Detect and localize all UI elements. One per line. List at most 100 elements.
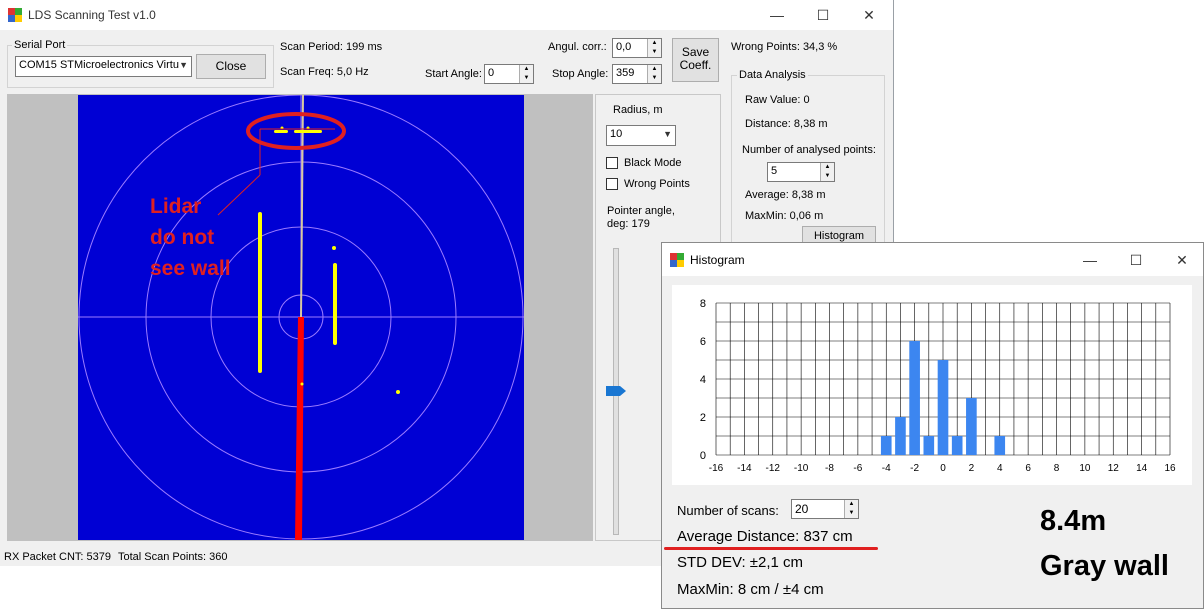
histogram-bar [937, 360, 949, 455]
x-tick-label: -8 [825, 463, 834, 474]
histogram-x-ticks: -16 -14 -12 -10 -8 -6 -4 -2 0 2 4 6 8 10 12 14 16 [709, 463, 1176, 474]
scan-points-left [258, 212, 262, 373]
close-icon[interactable]: ✕ [863, 7, 875, 23]
histogram-bar [895, 417, 906, 455]
maxmin-value: MaxMin: 0,06 m [745, 210, 824, 222]
histogram-title-bar: Histogram — ☐ ✕ [662, 243, 1203, 276]
histogram-bar [951, 436, 963, 455]
histogram-bar [966, 398, 977, 455]
y-tick-label: 6 [700, 336, 706, 348]
start-angle-spin-icon[interactable]: ▲ ▼ [519, 65, 533, 83]
pointer-slider-thumb[interactable] [606, 385, 628, 397]
start-angle-input[interactable]: 0 ▲ ▼ [484, 64, 534, 84]
scan-period: Scan Period: 199 ms [280, 41, 383, 53]
title-bar: LDS Scanning Test v1.0 — ☐ ✕ [0, 0, 893, 30]
num-points-spin-icon[interactable]: ▲ ▼ [820, 163, 834, 181]
serial-port-group [7, 45, 274, 88]
num-scans-input[interactable]: 20 ▲ ▼ [791, 499, 859, 519]
x-tick-label: 0 [940, 463, 946, 474]
x-tick-label: -10 [794, 463, 809, 474]
annotation-pointer-line [217, 174, 261, 216]
main-window: LDS Scanning Test v1.0 — ☐ ✕ Serial Port… [0, 0, 894, 566]
serial-port-group-label: Serial Port [12, 39, 68, 51]
app-icon [670, 253, 684, 267]
distance-value: Distance: 8,38 m [745, 118, 828, 130]
x-tick-label: -12 [766, 463, 781, 474]
x-tick-label: 6 [1025, 463, 1031, 474]
num-scans-label: Number of scans: [677, 503, 779, 518]
maximize-icon[interactable]: ☐ [816, 7, 830, 23]
annotation-lidar-line1: Lidar [150, 195, 201, 218]
num-points-input[interactable]: 5 ▲ ▼ [767, 162, 835, 182]
maxmin-histogram: MaxMin: 8 cm / ±4 cm [677, 581, 824, 598]
wrong-points-label: Wrong Points [624, 178, 690, 190]
angul-corr-input[interactable]: 0,0 ▲ ▼ [612, 38, 662, 58]
serial-port-select-value: COM15 STMicroelectronics Virtu [19, 59, 179, 71]
stop-angle-input[interactable]: 359 ▲ ▼ [612, 64, 662, 84]
radius-select-value: 10 [610, 128, 623, 140]
y-tick-label: 4 [700, 374, 706, 386]
scan-plot[interactable]: Lidar do not see wall [78, 95, 524, 540]
histogram-grid [715, 302, 1171, 456]
maximize-icon[interactable]: ☐ [1129, 252, 1143, 268]
histogram-window-title: Histogram [690, 253, 745, 267]
pointer-line-lower [295, 317, 304, 540]
data-analysis-group-label: Data Analysis [737, 69, 808, 81]
pointer-angle-value: deg: 179 [607, 218, 650, 230]
histogram-chart: -16 -14 -12 -10 -8 -6 -4 -2 0 2 4 6 8 10 12 14 16 0 2 4 6 8 [672, 285, 1192, 485]
black-mode-checkbox[interactable] [606, 157, 618, 169]
window-title: LDS Scanning Test v1.0 [28, 8, 156, 22]
x-tick-label: -16 [709, 463, 724, 474]
histogram-bars [880, 341, 1006, 455]
x-tick-label: 10 [1079, 463, 1091, 474]
close-icon[interactable]: ✕ [1176, 252, 1188, 268]
num-points-value: 5 [771, 165, 778, 177]
start-angle-value: 0 [488, 67, 495, 79]
scan-freq: Scan Freq: 5,0 Hz [280, 66, 369, 78]
radius-select[interactable]: 10 ▼ [606, 125, 676, 146]
x-tick-label: -6 [853, 463, 862, 474]
y-tick-label: 8 [700, 298, 706, 310]
close-port-button[interactable]: Close [196, 54, 266, 79]
wrong-points-checkbox[interactable] [606, 178, 618, 190]
angul-corr-label: Angul. corr.: [548, 41, 607, 53]
average-distance-underline [664, 547, 878, 550]
num-scans-value: 20 [795, 502, 809, 516]
angul-corr-value: 0,0 [616, 41, 632, 53]
histogram-bar [923, 436, 935, 455]
wrong-points-percent: Wrong Points: 34,3 % [731, 41, 838, 53]
minimize-icon[interactable]: — [770, 7, 784, 23]
save-coeff-label-line2: Coeff. [679, 58, 712, 72]
x-tick-label: 8 [1054, 463, 1060, 474]
save-coeff-label-line1: Save [681, 45, 710, 59]
histogram-button[interactable]: Histogram [802, 226, 876, 246]
x-tick-label: 12 [1108, 463, 1120, 474]
stop-angle-label: Stop Angle: [552, 68, 609, 80]
std-dev: STD DEV: ±2,1 cm [677, 554, 804, 571]
minimize-icon[interactable]: — [1083, 252, 1097, 268]
start-angle-label: Start Angle: [425, 68, 482, 80]
angul-corr-spin-icon[interactable]: ▲ ▼ [647, 39, 661, 57]
x-tick-label: 16 [1164, 463, 1176, 474]
annotation-lidar-line3: see wall [150, 257, 231, 280]
y-tick-label: 0 [700, 450, 706, 462]
histogram-y-ticks: 0 2 4 6 8 [700, 298, 706, 462]
serial-port-select[interactable]: COM15 STMicroelectronics Virtu ▼ [15, 56, 192, 77]
num-scans-spin-icon[interactable]: ▲ ▼ [844, 500, 858, 518]
save-coeff-button[interactable]: Save Coeff. [672, 38, 719, 82]
stop-angle-spin-icon[interactable]: ▲ ▼ [647, 65, 661, 83]
x-tick-label: 2 [969, 463, 975, 474]
chevron-down-icon: ▼ [179, 60, 188, 70]
x-tick-label: -4 [882, 463, 891, 474]
black-mode-label: Black Mode [624, 157, 682, 169]
total-scan-points: Total Scan Points: 360 [118, 551, 228, 563]
num-points-label: Number of analysed points: [742, 144, 876, 156]
chevron-down-icon: ▼ [663, 129, 672, 139]
wall-highlight-ellipse [246, 112, 346, 150]
histogram-bar [994, 436, 1006, 455]
x-tick-label: 4 [997, 463, 1003, 474]
average-distance: Average Distance: 837 cm [677, 528, 853, 545]
pointer-angle-label: Pointer angle, [607, 205, 675, 217]
scan-points-right [300, 246, 400, 394]
x-tick-label: -2 [910, 463, 919, 474]
